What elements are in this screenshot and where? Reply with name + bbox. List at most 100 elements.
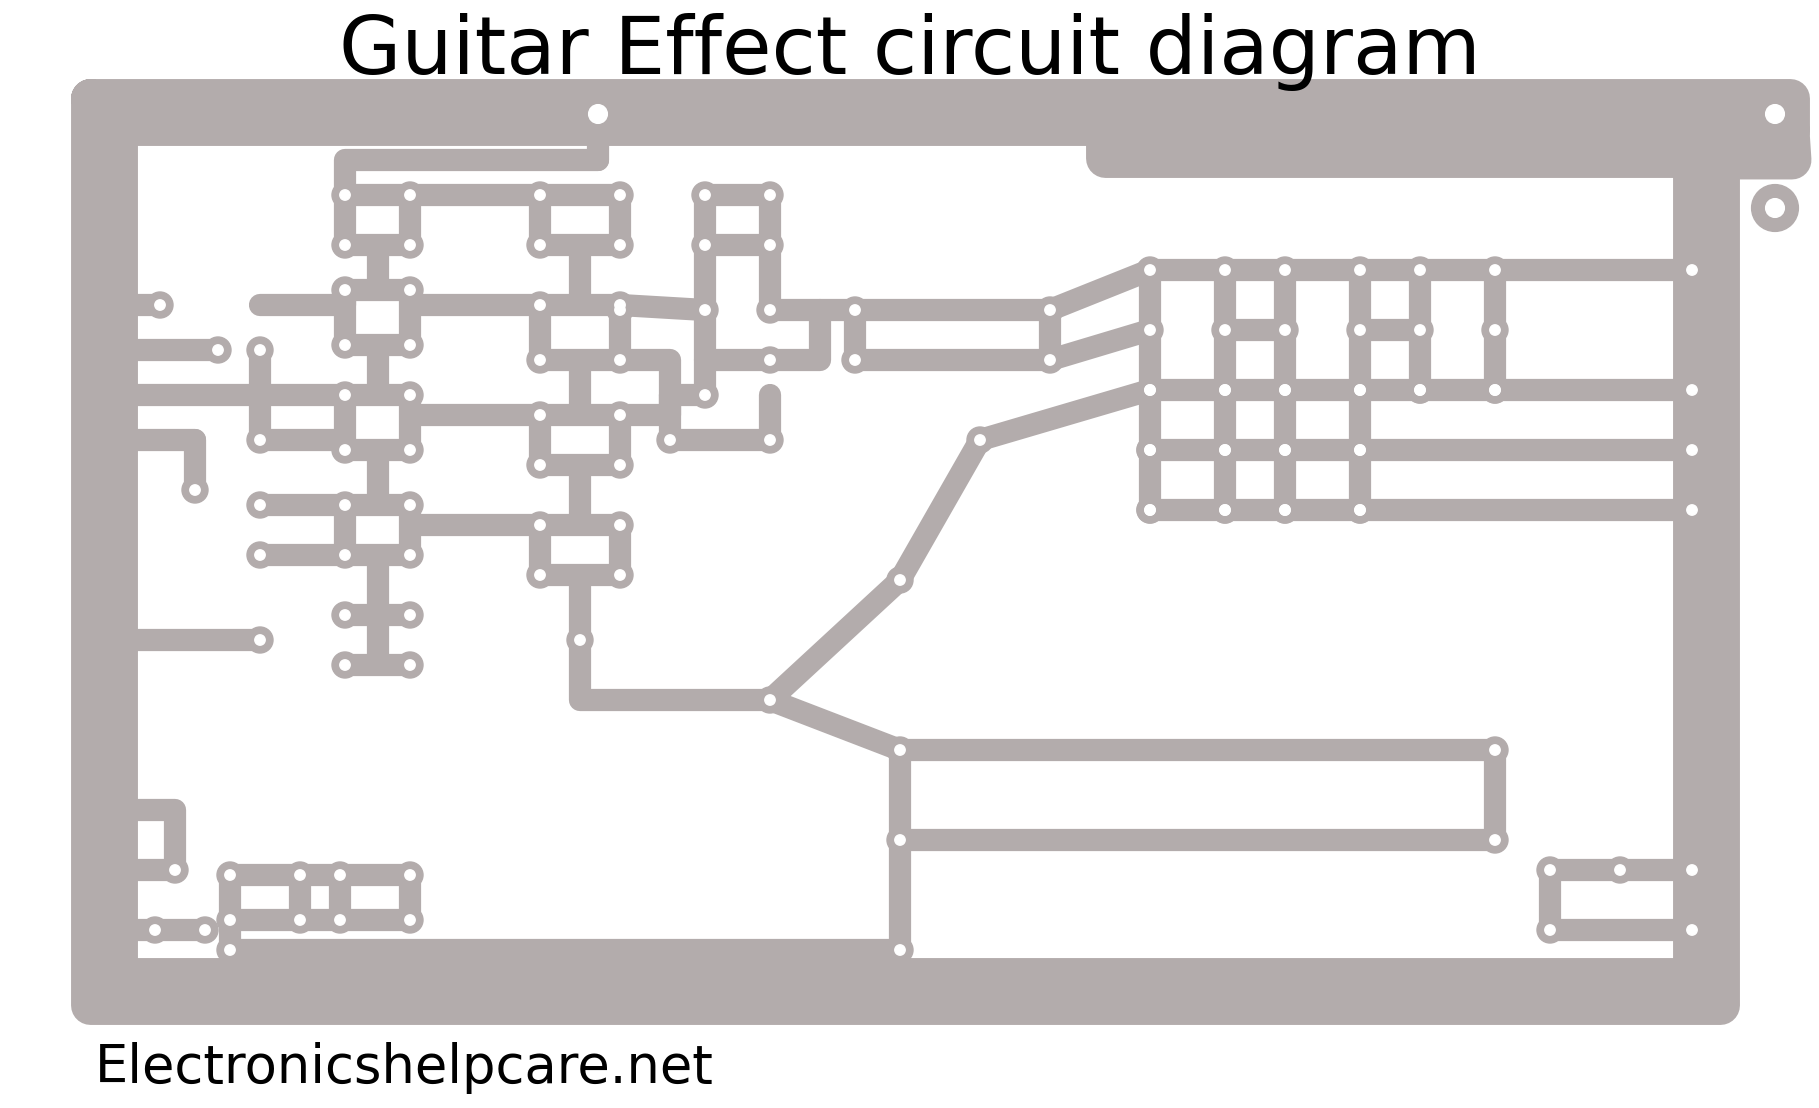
Circle shape [1348, 497, 1373, 523]
Circle shape [1137, 497, 1162, 523]
Text: Guitar Effect circuit diagram: Guitar Effect circuit diagram [338, 13, 1481, 91]
Circle shape [333, 437, 358, 463]
Circle shape [1348, 377, 1373, 403]
Circle shape [295, 870, 306, 880]
Circle shape [1490, 834, 1501, 845]
Circle shape [757, 427, 782, 453]
Circle shape [764, 239, 775, 250]
Circle shape [1211, 377, 1239, 403]
Circle shape [1281, 505, 1290, 515]
Circle shape [691, 297, 719, 324]
Circle shape [1144, 444, 1155, 455]
Circle shape [757, 347, 782, 373]
Circle shape [895, 745, 906, 756]
Circle shape [764, 305, 775, 315]
Circle shape [340, 189, 351, 201]
Circle shape [608, 452, 633, 478]
Circle shape [1037, 347, 1062, 373]
Circle shape [1271, 497, 1299, 523]
Circle shape [888, 827, 913, 853]
Circle shape [340, 390, 351, 400]
Circle shape [1211, 497, 1239, 523]
Circle shape [226, 915, 235, 925]
Circle shape [1348, 497, 1373, 523]
Circle shape [589, 104, 608, 123]
Circle shape [247, 427, 273, 453]
Circle shape [406, 239, 415, 250]
Circle shape [1211, 437, 1239, 463]
Circle shape [1490, 325, 1501, 336]
Circle shape [1221, 265, 1230, 275]
Circle shape [764, 189, 775, 201]
Circle shape [568, 627, 593, 653]
Circle shape [700, 189, 709, 201]
Circle shape [340, 239, 351, 250]
Circle shape [535, 189, 546, 201]
Circle shape [1271, 377, 1299, 403]
Circle shape [1281, 384, 1290, 396]
Circle shape [528, 452, 553, 478]
Circle shape [1686, 505, 1697, 515]
Circle shape [406, 500, 415, 510]
Circle shape [1415, 384, 1426, 396]
Circle shape [1221, 505, 1230, 515]
Circle shape [335, 915, 346, 925]
Circle shape [1281, 505, 1290, 515]
Circle shape [1355, 505, 1366, 515]
Circle shape [691, 182, 719, 208]
Circle shape [1355, 444, 1366, 455]
Circle shape [333, 492, 358, 519]
Circle shape [155, 300, 166, 310]
Circle shape [255, 345, 266, 356]
Circle shape [1144, 325, 1155, 336]
Circle shape [1415, 384, 1426, 396]
Circle shape [397, 277, 424, 302]
Circle shape [295, 915, 306, 925]
Circle shape [1537, 917, 1563, 943]
Circle shape [1211, 257, 1239, 283]
Circle shape [535, 570, 546, 581]
Circle shape [1348, 377, 1373, 403]
Circle shape [1482, 317, 1508, 343]
Circle shape [615, 410, 626, 420]
Circle shape [1281, 384, 1290, 396]
Circle shape [1211, 377, 1239, 403]
Circle shape [1490, 745, 1501, 756]
Circle shape [528, 293, 553, 318]
Circle shape [397, 182, 424, 208]
Circle shape [1752, 185, 1799, 232]
Circle shape [608, 562, 633, 588]
Circle shape [535, 239, 546, 250]
Circle shape [615, 239, 626, 250]
Circle shape [1144, 265, 1155, 275]
Circle shape [1686, 384, 1697, 396]
Circle shape [1271, 437, 1299, 463]
Circle shape [1408, 377, 1433, 403]
Circle shape [1144, 384, 1155, 396]
Circle shape [664, 434, 675, 445]
Circle shape [406, 609, 415, 620]
Circle shape [142, 917, 167, 943]
Circle shape [149, 925, 160, 935]
Circle shape [216, 937, 244, 963]
Circle shape [1271, 377, 1299, 403]
Circle shape [968, 427, 993, 453]
Circle shape [1544, 865, 1555, 875]
Circle shape [397, 232, 424, 258]
Circle shape [333, 382, 358, 408]
Circle shape [406, 444, 415, 455]
Circle shape [1482, 737, 1508, 763]
Circle shape [162, 856, 187, 883]
Circle shape [333, 232, 358, 258]
Circle shape [1348, 437, 1373, 463]
Circle shape [615, 520, 626, 531]
Circle shape [1044, 305, 1055, 315]
Circle shape [193, 917, 218, 943]
Circle shape [247, 492, 273, 519]
Circle shape [287, 907, 313, 933]
Circle shape [1482, 377, 1508, 403]
Circle shape [397, 332, 424, 358]
Circle shape [1271, 317, 1299, 343]
Circle shape [1355, 325, 1366, 336]
Circle shape [757, 182, 782, 208]
